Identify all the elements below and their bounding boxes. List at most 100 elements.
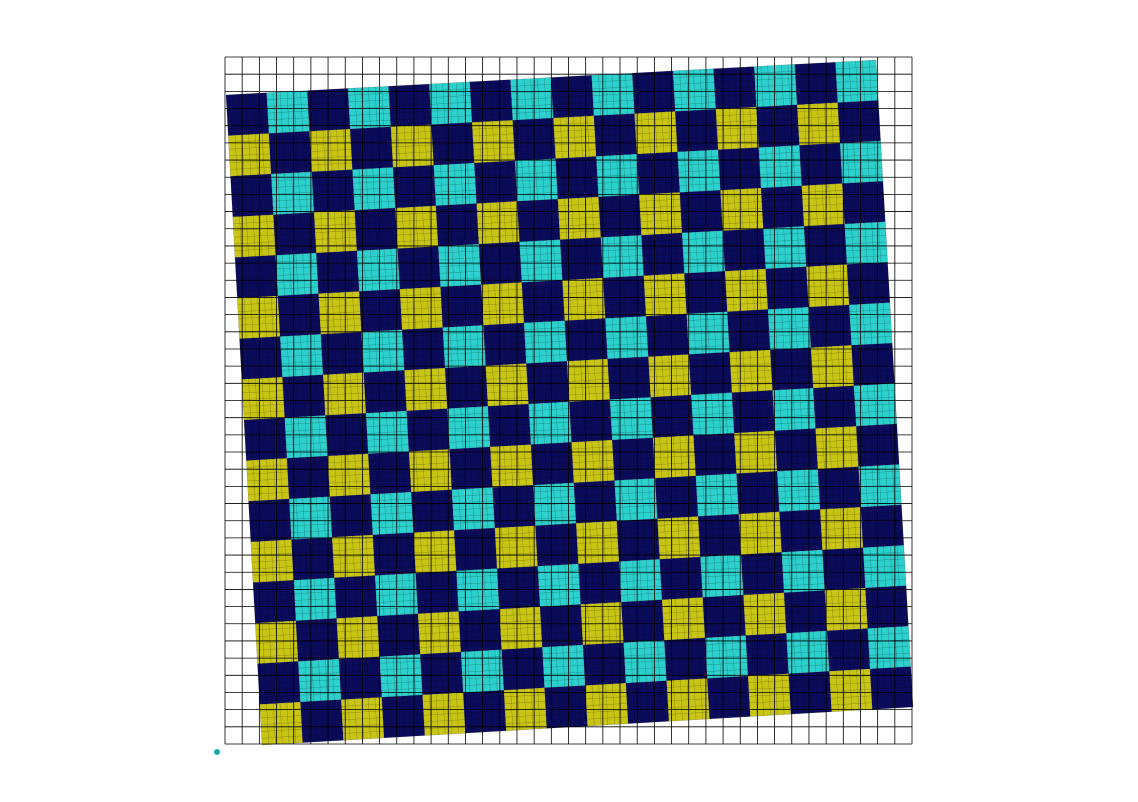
checker-tile bbox=[445, 365, 488, 409]
checker-tile bbox=[652, 435, 696, 479]
checker-tile bbox=[786, 630, 830, 674]
checker-tile bbox=[316, 250, 360, 294]
checker-tile bbox=[702, 595, 746, 638]
checker-tile bbox=[487, 404, 531, 447]
mesh-line bbox=[814, 63, 853, 711]
checker-tile bbox=[413, 530, 457, 574]
checker-tile bbox=[797, 102, 840, 146]
checker-tile bbox=[564, 318, 608, 362]
checker-tile bbox=[241, 377, 285, 420]
checker-tile bbox=[469, 79, 513, 123]
checker-tile bbox=[327, 453, 371, 497]
mesh-line bbox=[347, 88, 385, 738]
checker-tile bbox=[672, 68, 716, 112]
mesh-line bbox=[228, 100, 879, 136]
checker-tile bbox=[616, 518, 660, 562]
checker-tile bbox=[659, 556, 703, 600]
checker-tile bbox=[763, 226, 807, 269]
checker-tile bbox=[363, 370, 407, 414]
mesh-line bbox=[422, 84, 459, 734]
mesh-line bbox=[638, 72, 676, 721]
checker-tile bbox=[607, 356, 651, 400]
checker-tile bbox=[593, 113, 637, 157]
checker-tile bbox=[853, 383, 897, 427]
mesh-line bbox=[428, 84, 466, 734]
checker-tile bbox=[235, 255, 278, 299]
mesh-line bbox=[232, 94, 270, 745]
checker-tile bbox=[359, 289, 403, 332]
mesh-line bbox=[720, 68, 758, 717]
checker-tile bbox=[230, 174, 274, 217]
checker-tile bbox=[621, 599, 665, 643]
mesh-line bbox=[665, 71, 704, 720]
checker-tile bbox=[781, 549, 825, 593]
mesh-line bbox=[228, 106, 879, 143]
checker-tile bbox=[271, 171, 314, 215]
mesh-line bbox=[260, 686, 912, 725]
checker-tile bbox=[794, 62, 838, 105]
checker-tile bbox=[433, 163, 477, 206]
mesh-line bbox=[230, 133, 881, 170]
mesh-line bbox=[286, 91, 324, 742]
mesh-line bbox=[252, 538, 904, 576]
checker-tile bbox=[494, 525, 538, 569]
mesh-line bbox=[250, 504, 902, 543]
mesh-line bbox=[254, 571, 906, 610]
mesh-line bbox=[354, 88, 392, 738]
checker-tile bbox=[483, 322, 527, 366]
mesh-line bbox=[862, 60, 900, 708]
mesh-line bbox=[229, 120, 880, 157]
mesh-line bbox=[246, 423, 897, 461]
checker-tile bbox=[761, 185, 804, 229]
checker-tile bbox=[406, 408, 450, 452]
mesh-line bbox=[227, 86, 878, 123]
mesh-line bbox=[234, 214, 885, 251]
checker-tile bbox=[713, 66, 757, 110]
checker-tile bbox=[829, 668, 873, 712]
mesh-line bbox=[257, 619, 909, 658]
mesh-line bbox=[672, 70, 710, 719]
mesh-line bbox=[713, 68, 751, 717]
mesh-line bbox=[255, 598, 907, 637]
mesh-line bbox=[381, 86, 419, 736]
checker-tile bbox=[715, 107, 759, 150]
mesh-line bbox=[239, 94, 276, 745]
checker-tile bbox=[474, 160, 518, 204]
mesh-line bbox=[835, 62, 873, 710]
mesh-line bbox=[868, 60, 907, 708]
checker-tile bbox=[851, 343, 895, 386]
mesh-line bbox=[848, 61, 887, 709]
mesh-line bbox=[483, 81, 520, 730]
checker-tile bbox=[745, 633, 789, 676]
checker-tile bbox=[447, 406, 491, 450]
mesh-line bbox=[225, 94, 263, 746]
checker-tile bbox=[228, 133, 272, 177]
checker-tile bbox=[490, 444, 534, 488]
checker-tile bbox=[846, 262, 890, 305]
checker-tile bbox=[609, 397, 653, 440]
mesh-line bbox=[247, 443, 898, 482]
checker-tile bbox=[390, 124, 434, 168]
mesh-line bbox=[234, 221, 886, 258]
mesh-line bbox=[313, 90, 351, 740]
mesh-line bbox=[241, 336, 892, 373]
checker-tile bbox=[718, 147, 761, 191]
mesh-line bbox=[489, 80, 527, 730]
mesh-line bbox=[550, 77, 588, 727]
checker-tile bbox=[492, 485, 536, 528]
checker-tile bbox=[562, 277, 606, 321]
mesh-line bbox=[235, 234, 887, 272]
mesh-line bbox=[227, 79, 878, 116]
checker-tile bbox=[309, 129, 353, 172]
mesh-line bbox=[523, 78, 561, 728]
checker-tile bbox=[576, 521, 619, 564]
mesh-line bbox=[259, 93, 297, 744]
mesh-line bbox=[245, 410, 897, 448]
checker-tile bbox=[722, 228, 766, 272]
checker-tile bbox=[336, 616, 380, 659]
checker-tile bbox=[858, 464, 902, 508]
checker-tile bbox=[727, 309, 771, 353]
checker-tile bbox=[619, 559, 662, 603]
mesh-line bbox=[632, 73, 670, 722]
